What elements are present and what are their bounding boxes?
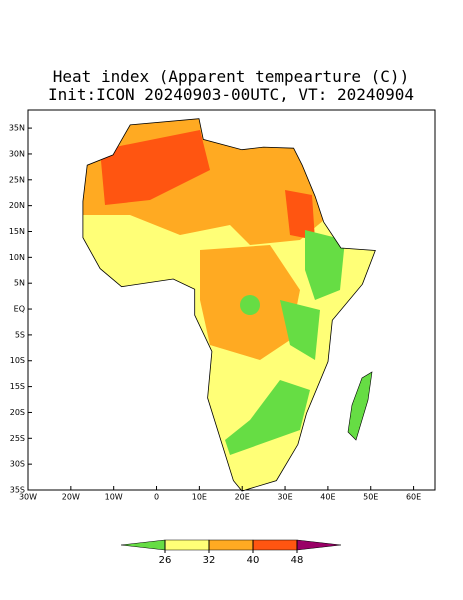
colorbar-segment: [252, 539, 298, 551]
colorbar-end: [120, 539, 166, 551]
colorbar-label: 32: [203, 555, 216, 566]
title: Heat index (Apparent tempearture (C)): [53, 67, 409, 86]
lat-label: 10S: [10, 356, 25, 365]
lat-label: 10N: [9, 253, 25, 262]
lat-label: 15S: [10, 382, 25, 391]
lon-label: 60E: [406, 493, 421, 502]
lat-label: 25N: [9, 175, 25, 184]
lon-label: 40E: [320, 493, 335, 502]
lat-label: 5S: [15, 330, 25, 339]
lon-label: 10W: [105, 493, 123, 502]
lon-label: 20E: [235, 493, 250, 502]
colorbar-segment: [164, 539, 210, 551]
lon-label: 30E: [277, 493, 292, 502]
lon-label: 50E: [363, 493, 378, 502]
lat-label: 30N: [9, 149, 25, 158]
lat-label: 20N: [9, 201, 25, 210]
colorbar-label: 40: [247, 555, 260, 566]
colorbar-segment: [208, 539, 254, 551]
lat-label: 15N: [9, 227, 25, 236]
lon-label: 30W: [19, 493, 37, 502]
lon-label: 0: [154, 493, 159, 502]
colorbar: 26 32 40 48: [120, 539, 342, 566]
lon-label: 10E: [192, 493, 207, 502]
lat-label: 30S: [10, 460, 25, 469]
lat-label: 25S: [10, 434, 25, 443]
colorbar-label: 48: [291, 555, 304, 566]
colorbar-label: 26: [159, 555, 172, 566]
lat-label: 35N: [9, 124, 25, 133]
subtitle: Init:ICON 20240903-00UTC, VT: 20240904: [48, 85, 414, 104]
madagascar: [347, 371, 373, 441]
lat-label: 35S: [10, 486, 25, 495]
lat-label: 20S: [10, 408, 25, 417]
lat-label: EQ: [14, 305, 25, 314]
lon-label: 20W: [62, 493, 80, 502]
colorbar-end: [296, 539, 342, 551]
lat-label: 5N: [14, 279, 25, 288]
